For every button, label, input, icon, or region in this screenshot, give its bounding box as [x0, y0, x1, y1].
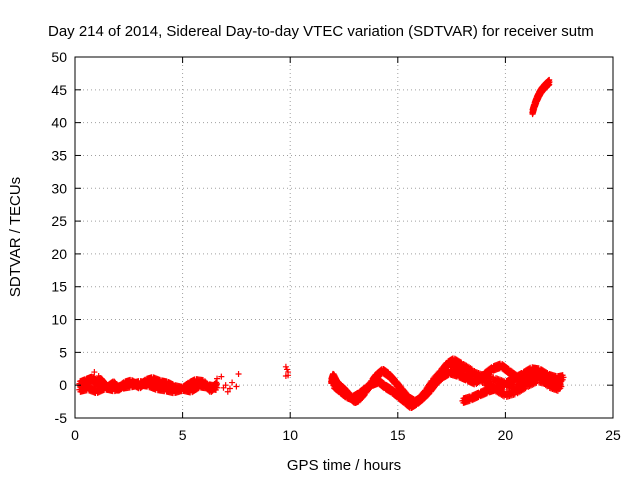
chart-title: Day 214 of 2014, Sidereal Day-to-day VTE…: [48, 23, 594, 40]
y-tick-label: 0: [59, 377, 67, 393]
y-tick-label: 25: [51, 213, 67, 229]
point-seg-late-c: [521, 381, 528, 388]
point-seg-scatter-a: [226, 385, 233, 392]
y-tick-label: 40: [51, 115, 67, 131]
y-tick-label: 45: [51, 82, 67, 98]
point-seg-late-d: [526, 370, 533, 377]
y-axis-title: SDTVAR / TECUs: [7, 177, 24, 297]
point-seg-scatter-a: [95, 372, 102, 379]
x-tick-label: 20: [498, 427, 514, 443]
point-seg-early-b: [214, 384, 221, 391]
x-tick-label: 0: [71, 427, 79, 443]
y-tick-label: 10: [51, 312, 67, 328]
y-tick-label: 35: [51, 147, 67, 163]
x-axis-title: GPS time / hours: [287, 457, 401, 474]
point-seg-10h: [283, 366, 290, 373]
x-tick-label: 5: [179, 427, 187, 443]
point-seg-scatter-a: [222, 382, 229, 389]
point-seg-10h: [285, 372, 292, 379]
point-seg-scatter-a: [218, 373, 225, 380]
point-seg-scatter-a: [233, 383, 240, 390]
data-marks: [76, 76, 567, 411]
point-seg-high: [546, 78, 553, 85]
point-seg-scatter-a: [224, 388, 231, 395]
plot-frame: [74, 56, 614, 419]
x-tick-label: 15: [390, 427, 406, 443]
y-tick-label: 5: [59, 344, 67, 360]
point-seg-scatter-a: [235, 371, 242, 378]
point-seg-late-c: [556, 386, 563, 393]
point-seg-scatter-a: [214, 375, 221, 382]
point-seg-scatter-a: [229, 379, 236, 386]
y-tick-label: 15: [51, 279, 67, 295]
y-tick-label: 30: [51, 180, 67, 196]
point-seg-early-b: [194, 385, 201, 392]
y-tick-label: 20: [51, 246, 67, 262]
point-seg-scatter-a: [91, 369, 98, 376]
y-tick-label: -5: [55, 410, 68, 426]
point-seg-late-d: [560, 374, 567, 381]
point-seg-10h: [282, 363, 289, 370]
x-tick-label: 25: [605, 427, 621, 443]
x-tick-label: 10: [282, 427, 298, 443]
y-tick-label: 50: [51, 49, 67, 65]
